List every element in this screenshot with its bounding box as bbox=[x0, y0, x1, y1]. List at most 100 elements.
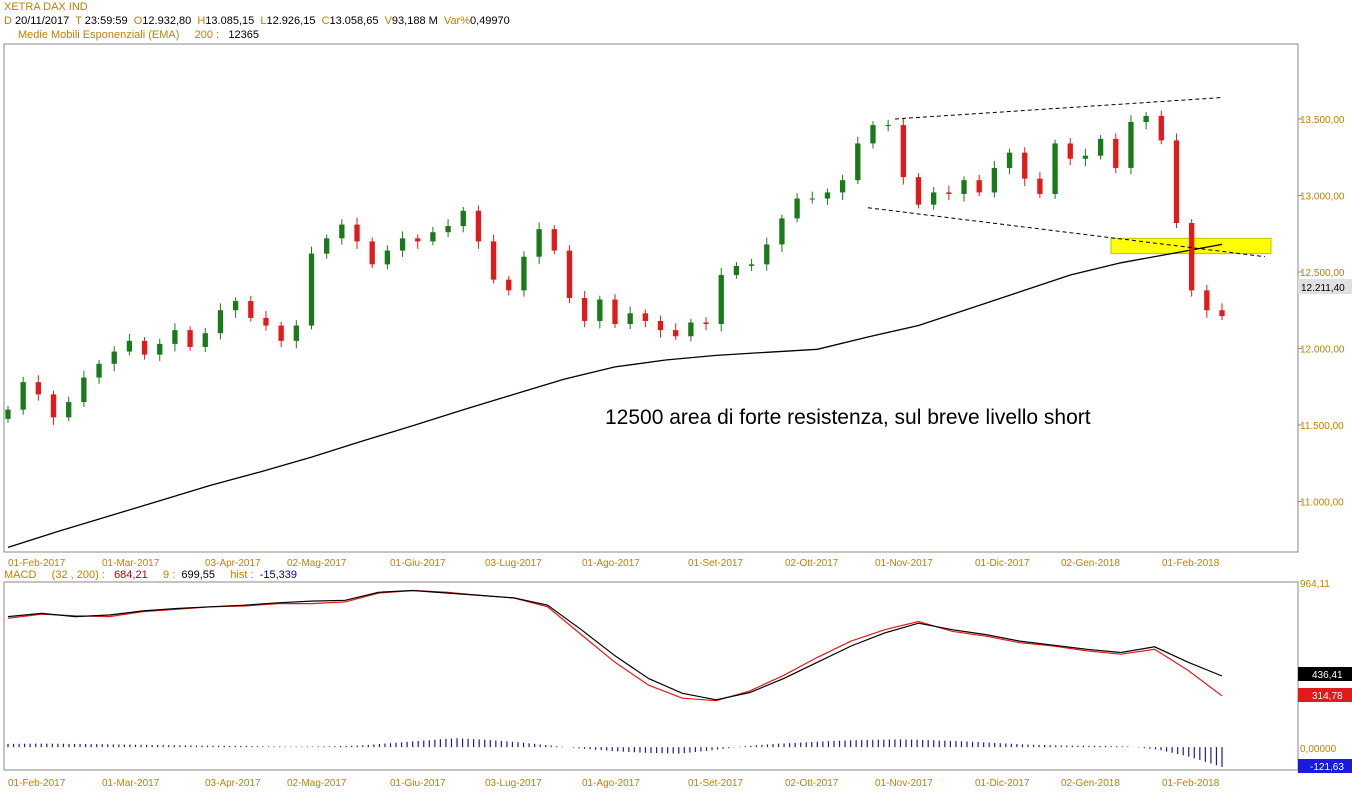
macd-x-tick-label: 01-Giu-2017 bbox=[390, 778, 446, 789]
candle-body bbox=[688, 322, 694, 337]
candle-body bbox=[1219, 310, 1225, 317]
candle-body bbox=[126, 340, 133, 352]
ohlc-info-bar: D 20/11/2017 T 23:59:59 O12.932,80 H13.0… bbox=[4, 15, 510, 27]
hist-last-label: -121,63 bbox=[1310, 762, 1344, 773]
low-label: L bbox=[260, 15, 267, 27]
candle-body bbox=[248, 301, 254, 318]
y-tick-label: 11.500,00 bbox=[1300, 421, 1344, 432]
candle-body bbox=[172, 330, 178, 344]
signal-last-label: 314,78 bbox=[1312, 691, 1343, 702]
candle-body bbox=[475, 210, 482, 242]
time-value: 23:59:59 bbox=[84, 15, 128, 27]
candle-body bbox=[976, 180, 982, 193]
candle-body bbox=[263, 317, 269, 326]
candle-body bbox=[324, 238, 330, 254]
candle-body bbox=[399, 238, 406, 251]
candle-body bbox=[369, 241, 375, 265]
x-tick-label: 01-Nov-2017 bbox=[875, 558, 933, 569]
candle-body bbox=[915, 177, 922, 205]
candle-body bbox=[657, 320, 664, 331]
low-value: 12.926,15 bbox=[266, 15, 316, 27]
candle-body bbox=[66, 402, 72, 418]
candle-body bbox=[733, 265, 740, 276]
candle-body bbox=[81, 377, 87, 403]
candle-body bbox=[1006, 152, 1013, 168]
last-price-tag bbox=[1298, 279, 1352, 294]
signal-sep: : bbox=[172, 569, 176, 581]
candle-body bbox=[839, 180, 846, 193]
macd-signal-line bbox=[7, 589, 1223, 702]
candle-body bbox=[581, 298, 588, 321]
time-label: T bbox=[75, 15, 82, 27]
candle-body bbox=[141, 340, 148, 355]
macd-x-tick-label: 01-Mar-2017 bbox=[102, 778, 160, 789]
candle-body bbox=[870, 125, 876, 144]
macd-label: MACD bbox=[4, 569, 37, 581]
resistance-annotation: 12500 area di forte resistenza, sul brev… bbox=[605, 406, 1091, 429]
macd-x-tick-label: 02-Gen-2018 bbox=[1061, 778, 1120, 789]
macd-x-tick-label: 01-Feb-2018 bbox=[1162, 778, 1220, 789]
candle-body bbox=[794, 198, 800, 219]
candle-body bbox=[764, 244, 770, 265]
date-label: D bbox=[4, 15, 12, 27]
candle-body bbox=[339, 224, 345, 239]
candle-body bbox=[111, 351, 117, 364]
candle-body bbox=[1022, 152, 1028, 179]
candle-body bbox=[1067, 143, 1073, 159]
y-tick-label: 11.000,00 bbox=[1300, 498, 1344, 509]
lower-trendline bbox=[867, 207, 1266, 258]
x-tick-label: 01-Set-2017 bbox=[688, 558, 743, 569]
candle-body bbox=[627, 313, 633, 325]
macd-value-tag bbox=[1298, 667, 1352, 681]
hist-value: -15,339 bbox=[259, 569, 297, 581]
candle-body bbox=[885, 125, 891, 127]
hist-value-tag bbox=[1298, 759, 1352, 773]
ema-info-bar: Medie Mobili Esponenziali (EMA) 200 : 12… bbox=[18, 29, 259, 41]
candle-body bbox=[278, 325, 284, 341]
candle-body bbox=[536, 229, 542, 257]
macd-x-tick-label: 03-Lug-2017 bbox=[485, 778, 542, 789]
candle-body bbox=[779, 218, 785, 245]
x-tick-label: 01-Dic-2017 bbox=[975, 558, 1030, 569]
candle-body bbox=[931, 192, 937, 205]
candle-body bbox=[1128, 122, 1134, 168]
candle-body bbox=[1143, 115, 1149, 123]
x-tick-label: 01-Ago-2017 bbox=[582, 558, 640, 569]
macd-x-tick-label: 01-Dic-2017 bbox=[975, 778, 1030, 789]
candle-body bbox=[293, 325, 299, 341]
candle-body bbox=[20, 382, 26, 410]
x-tick-label: 02-Mag-2017 bbox=[287, 558, 347, 569]
candle-body bbox=[718, 275, 724, 325]
instrument-title: XETRA DAX IND bbox=[4, 1, 88, 13]
candle-body bbox=[460, 210, 466, 227]
candle-body bbox=[1204, 290, 1210, 311]
x-tick-label: 03-Lug-2017 bbox=[485, 558, 542, 569]
candle-body bbox=[445, 226, 451, 233]
instrument-name: XETRA DAX IND bbox=[4, 1, 88, 13]
close-value: 13.058,65 bbox=[329, 15, 379, 27]
candle-body bbox=[1158, 115, 1164, 141]
signal-value-tag bbox=[1298, 688, 1352, 702]
candle-body bbox=[748, 264, 755, 266]
macd-last-label: 436,41 bbox=[1312, 670, 1343, 681]
candle-body bbox=[612, 299, 618, 325]
ema-period: 200 bbox=[194, 29, 214, 41]
candle-body bbox=[415, 238, 421, 242]
candle-body bbox=[1173, 140, 1180, 224]
candle-body bbox=[703, 322, 709, 325]
candle-body bbox=[506, 279, 512, 291]
close-label: C bbox=[321, 15, 330, 27]
y-tick-label: 13.000,00 bbox=[1300, 191, 1345, 202]
x-tick-label: 01-Giu-2017 bbox=[390, 558, 446, 569]
var-value: 0,49970 bbox=[470, 15, 510, 27]
candle-body bbox=[202, 333, 208, 347]
candle-body bbox=[490, 241, 497, 280]
x-tick-label: 01-Mar-2017 bbox=[102, 558, 160, 569]
candle-body bbox=[1082, 155, 1089, 159]
x-tick-label: 02-Ott-2017 bbox=[785, 558, 839, 569]
open-label: O bbox=[133, 15, 143, 27]
var-label: Var% bbox=[443, 15, 471, 27]
candle-body bbox=[384, 250, 391, 265]
ema-value: 12365 bbox=[228, 29, 259, 41]
volume-label: V bbox=[384, 15, 392, 27]
